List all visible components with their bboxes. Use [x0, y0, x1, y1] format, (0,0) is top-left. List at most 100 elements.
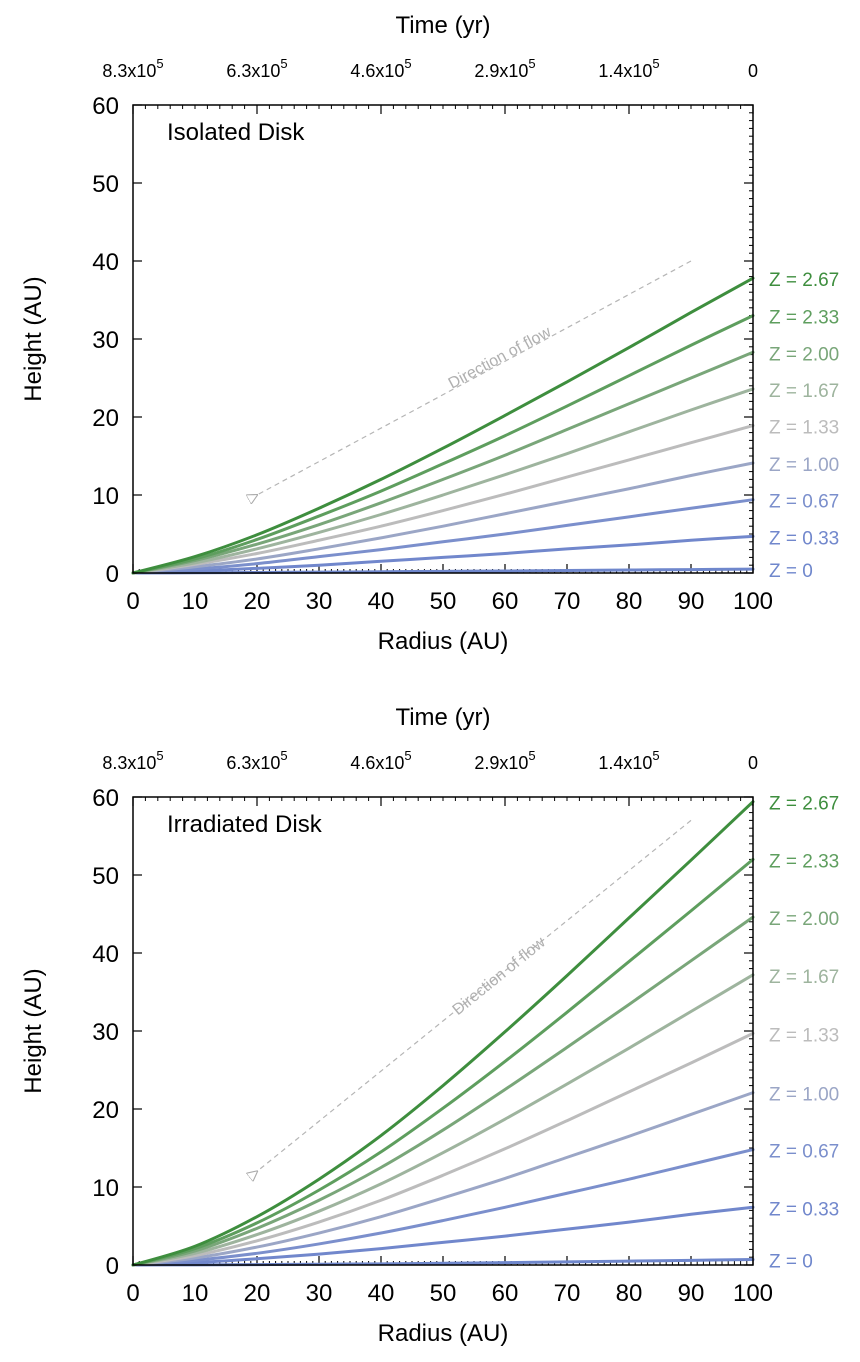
y-tick-label: 50: [92, 171, 119, 198]
top-tick-label: 6.3x105: [226, 748, 287, 773]
top-tick-exponent: 5: [528, 56, 535, 71]
x-tick-label: 40: [368, 1280, 395, 1307]
series-label: Z = 2.33: [769, 308, 839, 329]
x-tick-label: 0: [126, 588, 139, 615]
top-tick-label: 8.3x105: [102, 748, 163, 773]
x-tick-label: 50: [430, 1280, 457, 1307]
series-label: Z = 0: [769, 561, 813, 582]
series-line-6: [131, 387, 755, 575]
chart-panel-1: Z = 0 Z = 0.33 Z = 0.67 Z = 1.00 Z = 1.33 Z =…: [20, 12, 839, 655]
series-label: Z = 0: [769, 1252, 813, 1273]
chart-panel-2: Z = 0 Z = 0.33 Z = 0.67 Z = 1.00 Z = 1.33 Z =…: [20, 704, 839, 1347]
series-label: Z = 2.67: [769, 270, 839, 291]
y-axis-label: Height (AU): [20, 968, 47, 1093]
x-tick-label: 10: [182, 1280, 209, 1307]
series-label: Z = 0.33: [769, 1199, 839, 1220]
series-line-9: [131, 276, 755, 575]
top-tick-mantissa: 6.3x10: [226, 753, 280, 773]
top-tick-exponent: 5: [280, 56, 287, 71]
series-line-2: [131, 1205, 755, 1267]
x-tick-label: 60: [492, 588, 519, 615]
flow-annotation: Direction of flow: [446, 323, 555, 392]
y-tick-label: 60: [92, 785, 119, 812]
series-line-3: [131, 1148, 755, 1267]
series-label: Z = 0.67: [769, 1142, 839, 1163]
top-tick-mantissa: 0: [748, 61, 758, 81]
y-tick-label: 30: [92, 327, 119, 354]
top-tick-exponent: 5: [404, 56, 411, 71]
series-label: Z = 2.00: [769, 909, 839, 930]
top-tick-label: 1.4x105: [598, 56, 659, 81]
series-line-7: [131, 915, 755, 1267]
top-tick-label: 4.6x105: [350, 56, 411, 81]
x-tick-label: 30: [306, 1280, 333, 1307]
top-tick-label: 2.9x105: [474, 748, 535, 773]
x-tick-label: 50: [430, 588, 457, 615]
series-label: Z = 2.67: [769, 794, 839, 815]
y-tick-label: 30: [92, 1019, 119, 1046]
top-tick-label: 8.3x105: [102, 56, 163, 81]
top-tick-label: 1.4x105: [598, 748, 659, 773]
top-tick-exponent: 5: [280, 748, 287, 763]
x-tick-label: 70: [554, 1280, 581, 1307]
x-tick-label: 60: [492, 1280, 519, 1307]
series-label: Z = 1.67: [769, 967, 839, 988]
x-tick-label: 100: [733, 1280, 773, 1307]
flow-arrow: [257, 260, 692, 495]
top-tick-mantissa: 2.9x10: [474, 61, 528, 81]
x-tick-label: 80: [616, 1280, 643, 1307]
series-line-2: [131, 534, 755, 575]
y-tick-label: 50: [92, 863, 119, 890]
top-tick-exponent: 5: [156, 56, 163, 71]
y-tick-label: 10: [92, 483, 119, 510]
x-tick-label: 40: [368, 588, 395, 615]
series-line-4: [131, 461, 755, 575]
top-tick-mantissa: 1.4x10: [598, 61, 652, 81]
series-line-9: [131, 800, 755, 1267]
y-tick-label: 0: [106, 561, 119, 588]
series-line-4: [131, 1091, 755, 1267]
x-axis-label: Radius (AU): [378, 628, 509, 655]
series-label: Z = 1.33: [769, 1025, 839, 1046]
y-tick-label: 20: [92, 405, 119, 432]
x-tick-label: 90: [678, 1280, 705, 1307]
top-tick-exponent: 5: [652, 748, 659, 763]
series-line-8: [131, 857, 755, 1267]
top-tick-label: 0: [748, 61, 758, 81]
x-axis-label: Radius (AU): [378, 1320, 509, 1347]
plot-frame: [132, 104, 754, 574]
top-tick-mantissa: 0: [748, 753, 758, 773]
flow-arrow: [257, 819, 692, 1171]
top-tick-mantissa: 6.3x10: [226, 61, 280, 81]
panel-title: Irradiated Disk: [167, 811, 323, 838]
series-line-6: [131, 973, 755, 1267]
x-tick-label: 90: [678, 588, 705, 615]
series-line-7: [131, 350, 755, 575]
x-tick-label: 10: [182, 588, 209, 615]
top-tick-mantissa: 4.6x10: [350, 61, 404, 81]
x-tick-label: 30: [306, 588, 333, 615]
series-line-8: [131, 314, 755, 575]
top-tick-exponent: 5: [528, 748, 535, 763]
y-tick-label: 0: [106, 1253, 119, 1280]
x-tick-label: 100: [733, 588, 773, 615]
series-label: Z = 0.33: [769, 528, 839, 549]
top-tick-mantissa: 8.3x10: [102, 61, 156, 81]
series-label: Z = 2.33: [769, 851, 839, 872]
panel-title: Isolated Disk: [167, 119, 305, 146]
y-axis-label: Height (AU): [20, 276, 47, 401]
series-label: Z = 1.00: [769, 455, 839, 476]
top-tick-mantissa: 2.9x10: [474, 753, 528, 773]
top-tick-exponent: 5: [156, 748, 163, 763]
top-tick-label: 6.3x105: [226, 56, 287, 81]
series-label: Z = 1.00: [769, 1085, 839, 1106]
top-tick-label: 2.9x105: [474, 56, 535, 81]
top-tick-exponent: 5: [404, 748, 411, 763]
x-tick-label: 20: [244, 588, 271, 615]
x-tick-label: 0: [126, 1280, 139, 1307]
y-tick-label: 10: [92, 1175, 119, 1202]
y-tick-label: 60: [92, 93, 119, 120]
top-tick-mantissa: 8.3x10: [102, 753, 156, 773]
